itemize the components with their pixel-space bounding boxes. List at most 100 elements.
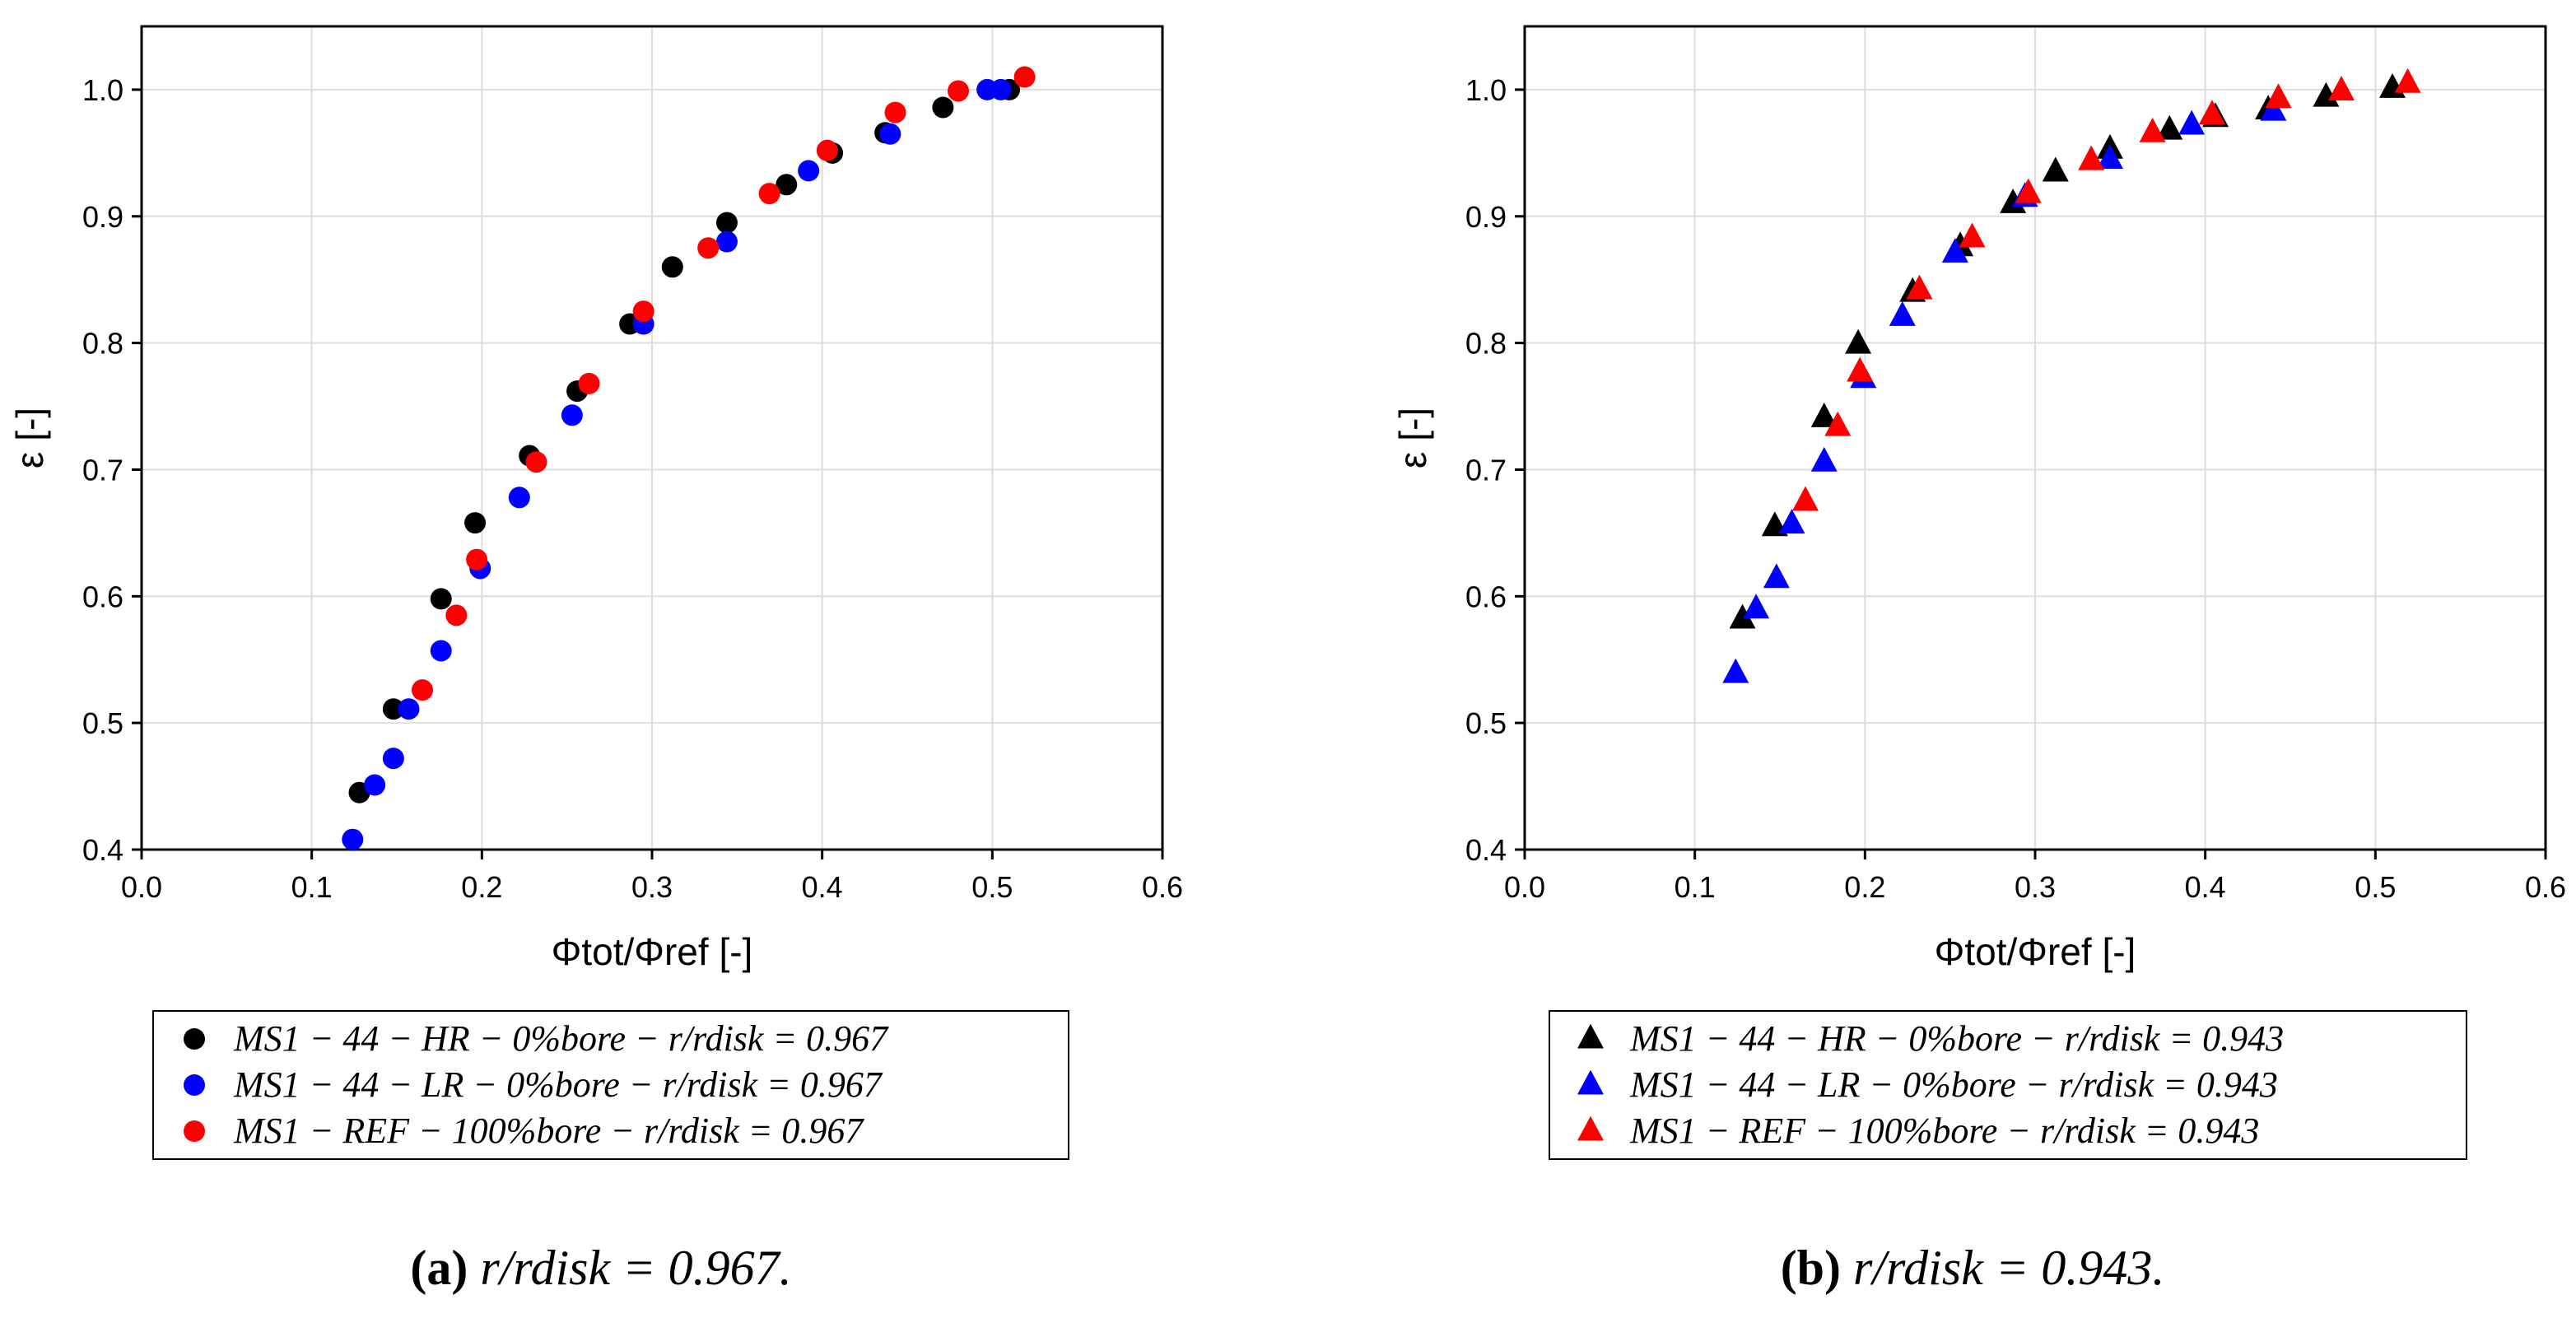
y-tick-label: 0.8 — [1465, 327, 1507, 361]
data-point — [697, 237, 720, 259]
data-point — [2265, 83, 2292, 109]
data-point — [430, 588, 452, 610]
data-point — [382, 748, 404, 770]
y-tick-label: 0.6 — [82, 580, 123, 613]
x-tick-label: 0.0 — [121, 870, 162, 904]
data-point — [430, 640, 452, 662]
x-axis-title: Φtot/Φref [-] — [552, 930, 753, 973]
data-point — [1792, 486, 1819, 511]
legend-entry: MS1 − REF − 100%bore − r/rdisk = 0.943 — [1577, 1111, 2259, 1151]
x-axis: 0.0 0.1 0.2 0.3 0.4 0.5 0.6 — [121, 850, 1183, 904]
legend-label: MS1 − 44 − HR − 0%bore − r/rdisk = 0.943 — [1629, 1018, 2284, 1059]
legend-marker — [184, 1074, 205, 1096]
data-point — [1743, 594, 1770, 619]
legend: MS1 − 44 − HR − 0%bore − r/rdisk = 0.943… — [1549, 1010, 2467, 1160]
x-axis-title: Φtot/Φref [-] — [1935, 930, 2136, 973]
data-point — [578, 372, 600, 394]
data-point — [1941, 237, 1968, 263]
x-tick-label: 0.3 — [631, 870, 673, 904]
data-point — [1810, 446, 1838, 472]
legend-entry: MS1 − 44 − HR − 0%bore − r/rdisk = 0.943 — [1577, 1018, 2284, 1059]
y-tick-label: 0.9 — [82, 200, 123, 234]
data-point — [1763, 563, 1790, 589]
legend-label: MS1 − REF − 100%bore − r/rdisk = 0.943 — [1629, 1111, 2259, 1151]
legend-marker — [184, 1028, 205, 1050]
data-point — [1722, 658, 1749, 683]
legend-box — [152, 1010, 1069, 1160]
data-point — [342, 828, 364, 850]
data-point — [1013, 66, 1036, 88]
data-point — [412, 679, 433, 701]
x-tick-label: 0.4 — [2185, 870, 2226, 904]
y-tick-label: 0.5 — [1465, 706, 1507, 740]
data-point — [990, 78, 1012, 100]
data-point — [661, 256, 683, 278]
data-point — [382, 698, 404, 720]
y-axis-title: ε [-] — [1391, 408, 1434, 468]
gridlines — [1525, 26, 2546, 850]
data-point — [1959, 222, 1986, 248]
legend-marker — [1577, 1115, 1604, 1141]
data-point — [525, 451, 547, 473]
data-point — [632, 300, 654, 323]
data-point — [715, 231, 738, 253]
data-point — [2156, 114, 2183, 140]
data-point — [948, 80, 969, 102]
legend-marker — [184, 1120, 205, 1142]
legend-label: MS1 − 44 − HR − 0%bore − r/rdisk = 0.967 — [233, 1018, 889, 1059]
data-point — [2078, 145, 2105, 170]
y-tick-label: 1.0 — [1465, 73, 1507, 107]
legend-marker — [1577, 1069, 1604, 1095]
x-tick-label: 0.4 — [802, 870, 843, 904]
data-point — [1906, 274, 1933, 300]
data-point — [884, 101, 906, 123]
y-tick-label: 0.4 — [82, 833, 123, 867]
caption-value: r/rdisk = 0.943. — [1853, 1241, 2164, 1295]
x-tick-label: 0.5 — [971, 870, 1013, 904]
data-point — [464, 512, 487, 534]
data-point — [364, 774, 386, 796]
data-point — [2313, 82, 2340, 107]
y-tick-label: 0.7 — [82, 453, 123, 487]
legend: MS1 − 44 − HR − 0%bore − r/rdisk = 0.967… — [152, 1010, 1069, 1160]
data-point — [816, 139, 838, 161]
x-tick-label: 0.6 — [2525, 870, 2566, 904]
data-point — [561, 404, 583, 426]
legend-entry: MS1 − REF − 100%bore − r/rdisk = 0.967 — [184, 1111, 864, 1151]
y-tick-label: 0.4 — [1465, 833, 1507, 867]
y-axis: 0.4 0.5 0.6 0.7 0.8 0.9 1.0 — [82, 73, 142, 867]
data-point — [758, 183, 780, 205]
figure-caption: (a) r/rdisk = 0.967. — [410, 1241, 791, 1295]
caption-label: (b) — [1781, 1241, 1853, 1295]
legend-box — [1549, 1010, 2467, 1160]
y-tick-label: 0.8 — [82, 327, 123, 361]
data-point — [2139, 117, 2166, 142]
data-point — [2096, 144, 2123, 170]
data-point — [445, 604, 468, 626]
data-point — [1729, 603, 1756, 629]
caption-label: (a) — [410, 1241, 480, 1295]
x-tick-label: 0.2 — [1844, 870, 1885, 904]
data-point — [2015, 178, 2042, 203]
data-point — [776, 174, 798, 196]
x-tick-label: 0.5 — [2355, 870, 2396, 904]
x-tick-label: 0.0 — [1504, 870, 1545, 904]
data-point — [466, 548, 488, 571]
data-point — [508, 487, 530, 509]
chart-panel-a: 0.0 0.1 0.2 0.3 0.4 0.5 0.6 0.4 0.5 0.6 0.7 0.8 0.9 1… — [8, 25, 1183, 1295]
y-tick-label: 0.9 — [1465, 200, 1507, 234]
caption-value: r/rdisk = 0.967. — [480, 1241, 791, 1295]
data-point — [2000, 188, 2027, 213]
data-point — [2178, 109, 2206, 135]
data-point — [1810, 402, 1838, 427]
data-point — [2198, 100, 2225, 125]
legend-entry: MS1 − 44 − LR − 0%bore − r/rdisk = 0.943 — [1577, 1064, 2278, 1105]
chart-panel-b: 0.0 0.1 0.2 0.3 0.4 0.5 0.6 0.4 0.5 0.6 0.7 0.8 0.9 1… — [1391, 25, 2566, 1295]
legend-label: MS1 − 44 − LR − 0%bore − r/rdisk = 0.967 — [233, 1064, 883, 1105]
y-axis-title: ε [-] — [8, 408, 51, 468]
data-point — [398, 698, 420, 720]
data-point — [2042, 156, 2069, 182]
legend-entry: MS1 − 44 − HR − 0%bore − r/rdisk = 0.967 — [184, 1018, 889, 1059]
data-point — [1824, 411, 1852, 436]
